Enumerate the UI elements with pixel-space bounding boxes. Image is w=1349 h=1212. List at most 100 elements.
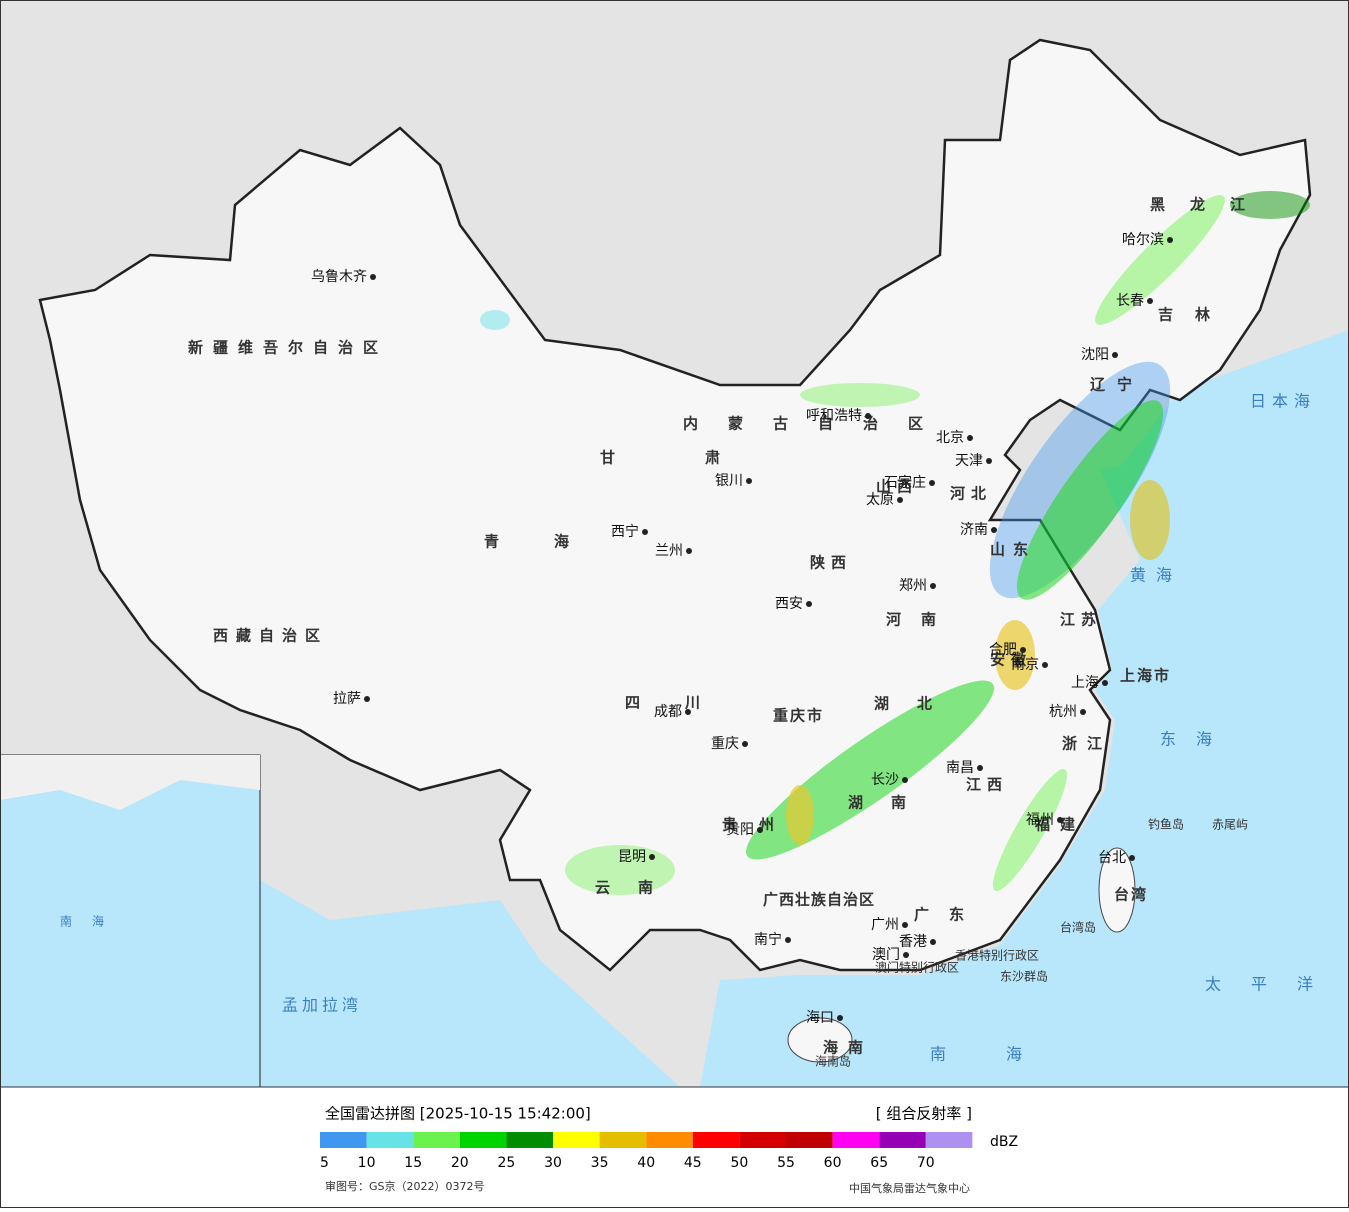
south-sea-inset xyxy=(0,754,261,1088)
region-label: 新疆维吾尔自治区 xyxy=(188,339,388,357)
city-dot xyxy=(685,709,691,715)
island-label: 台湾岛 xyxy=(1060,920,1096,935)
region-label: 河北 xyxy=(950,485,992,503)
legend-tick: 70 xyxy=(917,1155,935,1171)
city-label: 南宁 xyxy=(754,931,782,948)
city-label: 西宁 xyxy=(611,523,639,540)
region-label: 湖南 xyxy=(848,794,934,812)
color-box xyxy=(553,1132,600,1148)
hainan-island xyxy=(787,1017,853,1063)
city-label: 哈尔滨 xyxy=(1122,232,1164,248)
legend-product: [ 组合反射率 ] xyxy=(876,1105,972,1123)
city-label: 澳门 xyxy=(872,947,900,963)
city-dot xyxy=(806,601,812,607)
legend-tick: 45 xyxy=(684,1155,702,1171)
island-label: 东沙群岛 xyxy=(1000,969,1048,984)
color-box xyxy=(413,1132,460,1148)
sea xyxy=(1110,330,1349,480)
region-label: 河南 xyxy=(886,611,956,629)
region-label: 云南 xyxy=(595,879,681,897)
city-label: 上海 xyxy=(1071,675,1099,691)
region-label: 西藏自治区 xyxy=(213,627,328,645)
city-dot xyxy=(1020,647,1026,653)
legend-tick: 50 xyxy=(730,1155,748,1171)
region-label: 上海市 xyxy=(1120,667,1171,685)
region-label: 黑龙江 xyxy=(1150,196,1270,214)
city-dot xyxy=(1102,680,1108,686)
region-label: 内蒙古自治区 xyxy=(683,415,953,433)
color-box xyxy=(459,1132,507,1148)
echo xyxy=(800,383,920,407)
echo xyxy=(565,845,675,895)
city-label: 济南 xyxy=(960,522,988,538)
color-box xyxy=(366,1132,414,1148)
color-box xyxy=(692,1132,740,1148)
sea-label: 太平洋 xyxy=(1205,975,1343,994)
region-label: 山东 xyxy=(990,541,1036,559)
legend-tick: 35 xyxy=(591,1155,609,1171)
city-label: 呼和浩特 xyxy=(806,408,862,424)
city-dot xyxy=(785,937,791,943)
region-label: 陕西 xyxy=(810,554,852,572)
city-dot xyxy=(837,1015,843,1021)
sea-label: 日本海 xyxy=(1250,392,1316,411)
city-dot xyxy=(986,458,992,464)
region-label: 重庆市 xyxy=(773,707,824,725)
city-dot xyxy=(686,548,692,554)
legend-tick: 15 xyxy=(404,1155,422,1171)
echo xyxy=(989,361,1171,599)
city-label: 昆明 xyxy=(618,849,646,865)
city-dot xyxy=(1112,352,1118,358)
city-dot xyxy=(642,529,648,535)
region-label: 安徽 xyxy=(990,651,1032,669)
taiwan-island xyxy=(1098,847,1136,933)
city-dot xyxy=(1057,817,1063,823)
region-label: 甘肃 xyxy=(600,449,810,467)
city-dot xyxy=(649,854,655,860)
city-label: 太原 xyxy=(866,492,894,508)
city-dot xyxy=(897,497,903,503)
color-box xyxy=(786,1132,833,1148)
legend-tick: 30 xyxy=(544,1155,562,1171)
sea-label: 东海 xyxy=(1160,730,1232,749)
region-label: 江西 xyxy=(966,776,1008,794)
city-dot xyxy=(967,435,973,441)
color-box xyxy=(320,1132,367,1148)
legend-tick: 10 xyxy=(358,1155,376,1171)
echo xyxy=(480,310,510,330)
city-label: 沈阳 xyxy=(1081,347,1109,363)
city-label: 郑州 xyxy=(899,578,927,594)
city-dot xyxy=(1167,237,1173,243)
city-dot xyxy=(930,583,936,589)
region-label: 福建 xyxy=(1034,816,1085,834)
city-label: 合肥 xyxy=(989,642,1017,658)
city-label: 福州 xyxy=(1026,812,1054,828)
city-label: 西安 xyxy=(775,596,803,612)
region-label: 青海 xyxy=(484,533,624,551)
city-dot xyxy=(742,741,748,747)
city-dot xyxy=(746,478,752,484)
city-label: 重庆 xyxy=(711,736,739,752)
city-label: 石家庄 xyxy=(884,474,926,491)
region-label: 台湾 xyxy=(1114,886,1148,904)
city-label: 南京 xyxy=(1011,657,1039,673)
color-box xyxy=(646,1132,693,1148)
island-label: 赤尾屿 xyxy=(1212,818,1248,832)
city-label: 天津 xyxy=(955,453,983,469)
sea-label: 黄海 xyxy=(1130,566,1182,585)
region-label: 浙江 xyxy=(1062,735,1112,753)
legend-tick: 40 xyxy=(637,1155,655,1171)
city-dot xyxy=(902,777,908,783)
legend-tick: 20 xyxy=(451,1155,469,1171)
color-box xyxy=(599,1132,647,1148)
legend-unit: dBZ xyxy=(990,1134,1018,1150)
color-box xyxy=(506,1132,553,1148)
sea-label: 南海 xyxy=(930,1045,1082,1064)
legend-tick: 65 xyxy=(870,1155,888,1171)
color-box xyxy=(739,1132,786,1148)
sea-label: 孟加拉湾 xyxy=(282,996,362,1015)
region-label: 广西壮族自治区 xyxy=(763,891,875,909)
city-label: 台北 xyxy=(1098,850,1126,866)
region-label: 四川 xyxy=(625,694,745,712)
city-label: 海口 xyxy=(806,1010,834,1026)
